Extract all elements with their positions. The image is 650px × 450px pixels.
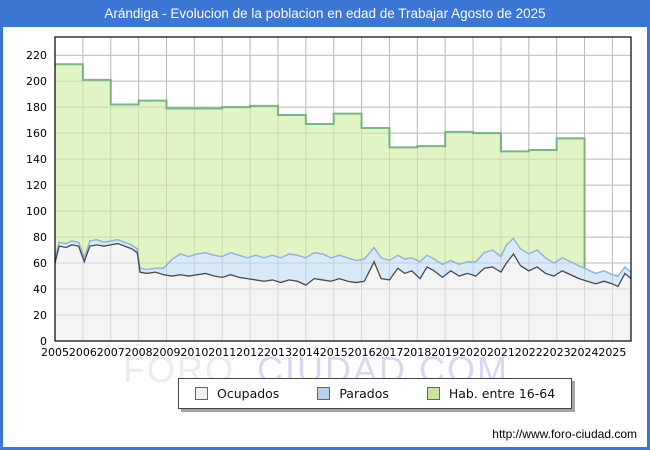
legend-item-ocupados: Ocupados [195, 386, 279, 401]
chart-legend: Ocupados Parados Hab. entre 16-64 [178, 378, 573, 409]
legend-label: Hab. entre 16-64 [448, 386, 556, 401]
legend-label: Parados [339, 386, 389, 401]
svg-text:100: 100 [26, 205, 47, 218]
svg-text:2020: 2020 [459, 346, 487, 359]
series-parados-line [54, 237, 632, 277]
x-axis-labels: 2005 2006 2007 2008 2009 2010 2011 2012 2013 2014… [41, 346, 626, 359]
chart-title: Arándiga - Evolucion de la poblacion en … [104, 6, 546, 21]
title-bar: Arándiga - Evolucion de la poblacion en … [0, 0, 650, 27]
svg-text:2016: 2016 [348, 346, 376, 359]
svg-text:120: 120 [26, 179, 47, 192]
svg-text:2017: 2017 [375, 346, 403, 359]
svg-text:2005: 2005 [41, 346, 69, 359]
svg-text:220: 220 [26, 49, 47, 62]
series-ocupados-line [54, 242, 632, 288]
svg-text:2009: 2009 [152, 346, 180, 359]
svg-text:2010: 2010 [180, 346, 208, 359]
svg-text:20: 20 [33, 309, 47, 322]
parados-swatch-icon [317, 387, 331, 400]
svg-text:180: 180 [26, 101, 47, 114]
svg-text:2022: 2022 [515, 346, 543, 359]
ocupados-swatch-icon [195, 387, 208, 400]
svg-text:40: 40 [33, 283, 47, 296]
svg-text:60: 60 [33, 257, 47, 270]
svg-text:2015: 2015 [320, 346, 348, 359]
svg-text:200: 200 [26, 75, 47, 88]
legend-item-parados: Parados [317, 386, 389, 401]
svg-text:2013: 2013 [264, 346, 292, 359]
svg-text:0: 0 [40, 335, 47, 348]
svg-text:2024: 2024 [571, 346, 599, 359]
svg-text:2012: 2012 [236, 346, 264, 359]
svg-text:2023: 2023 [543, 346, 571, 359]
svg-text:2021: 2021 [487, 346, 515, 359]
legend-item-hab-16-64: Hab. entre 16-64 [426, 386, 556, 401]
svg-text:2019: 2019 [431, 346, 459, 359]
svg-text:2018: 2018 [403, 346, 431, 359]
svg-text:2014: 2014 [292, 346, 320, 359]
plot-border [54, 36, 632, 342]
footer-url: http://www.foro-ciudad.com [492, 427, 637, 441]
y-axis-labels: 0 20 40 60 80 100 120 140 160 180 200 220 [26, 49, 47, 348]
svg-text:2011: 2011 [208, 346, 236, 359]
svg-text:140: 140 [26, 153, 47, 166]
svg-text:2007: 2007 [97, 346, 125, 359]
svg-text:160: 160 [26, 127, 47, 140]
hab-16-64-swatch-icon [426, 387, 440, 400]
legend-label: Ocupados [217, 386, 280, 401]
svg-text:2008: 2008 [125, 346, 153, 359]
svg-text:80: 80 [33, 231, 47, 244]
svg-text:2025: 2025 [598, 346, 626, 359]
gridlines-overlay [55, 37, 631, 341]
svg-text:2006: 2006 [69, 346, 97, 359]
